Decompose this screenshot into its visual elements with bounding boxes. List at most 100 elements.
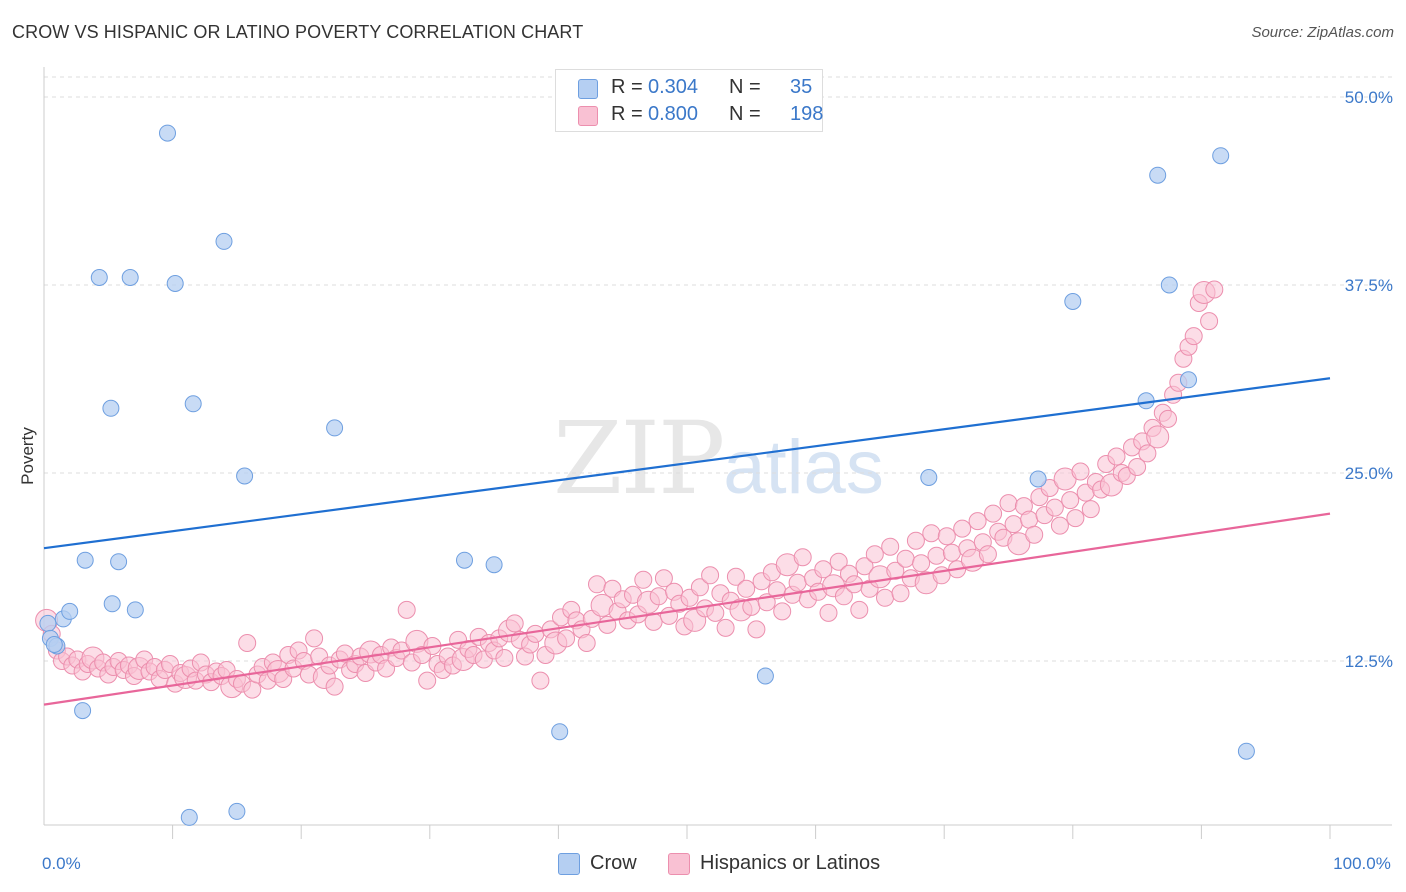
hispanic-point bbox=[526, 624, 545, 643]
hispanic-point bbox=[1007, 532, 1031, 556]
crow-point bbox=[166, 275, 184, 292]
legend-n-value: 198 bbox=[790, 103, 824, 125]
hispanic-point bbox=[865, 545, 884, 564]
crow-point bbox=[485, 556, 503, 574]
crow-point bbox=[39, 614, 57, 632]
crow-point bbox=[61, 602, 79, 620]
hispanic-point bbox=[747, 620, 766, 639]
hispanic-point bbox=[834, 587, 853, 606]
hispanic-point bbox=[654, 569, 673, 588]
crow-point bbox=[121, 269, 139, 286]
legend-n-value: 35 bbox=[790, 76, 813, 98]
hispanic-point bbox=[1200, 312, 1219, 331]
hispanic-point bbox=[855, 557, 874, 576]
legend-r-value: 0.304 bbox=[648, 76, 699, 98]
crow-point bbox=[236, 467, 254, 485]
hispanic-point bbox=[531, 671, 550, 690]
hispanic-point bbox=[243, 680, 262, 699]
crow-point bbox=[326, 419, 344, 437]
hispanic-point bbox=[1050, 516, 1069, 535]
crow-point bbox=[1180, 371, 1197, 389]
series-label-crow: Crow bbox=[590, 852, 637, 874]
hispanic-point bbox=[1205, 280, 1224, 299]
crow-point bbox=[756, 667, 774, 685]
y-tick-label: 50.0% bbox=[1345, 88, 1393, 107]
hispanic-point bbox=[1107, 447, 1126, 466]
axes bbox=[43, 67, 1392, 839]
legend-r-value: 0.800 bbox=[648, 103, 699, 125]
hispanic-trend-line bbox=[43, 512, 1331, 706]
hispanic-point bbox=[814, 560, 833, 579]
crow-point bbox=[215, 232, 233, 250]
hispanic-point bbox=[1045, 498, 1064, 517]
hispanic-point bbox=[896, 549, 915, 568]
watermark: ZIPatlas bbox=[553, 400, 884, 517]
hispanic-point bbox=[912, 554, 931, 573]
crow-point bbox=[126, 601, 144, 619]
crow-point bbox=[184, 395, 202, 413]
y-tick-label: 12.5% bbox=[1345, 652, 1393, 671]
hispanic-point bbox=[1184, 327, 1203, 346]
hispanic-point bbox=[634, 570, 653, 589]
hispanic-point bbox=[793, 548, 812, 567]
hispanic-point bbox=[495, 649, 514, 667]
crow-point bbox=[1064, 293, 1082, 310]
trend-layer bbox=[43, 377, 1331, 706]
crow-point bbox=[90, 269, 108, 286]
points-layer bbox=[35, 124, 1255, 826]
hispanic-point bbox=[701, 566, 720, 585]
crow-trend-line bbox=[43, 377, 1331, 550]
hispanic-point bbox=[886, 561, 905, 580]
hispanic-point bbox=[1128, 458, 1147, 476]
hispanic-point bbox=[819, 603, 838, 622]
series-swatch-crow bbox=[558, 853, 580, 875]
crow-point bbox=[1029, 470, 1047, 488]
hispanic-point bbox=[1066, 509, 1085, 528]
crow-point bbox=[1149, 166, 1167, 184]
y-axis-label-group: Poverty bbox=[18, 427, 37, 485]
legend-n-label: N = bbox=[729, 76, 761, 98]
hispanic-point bbox=[984, 504, 1003, 523]
hispanic-point bbox=[906, 531, 925, 550]
y-axis-label: Poverty bbox=[18, 427, 37, 485]
hispanic-point bbox=[937, 527, 956, 546]
hispanic-point bbox=[588, 575, 606, 594]
series-swatch-hispanic bbox=[668, 853, 690, 875]
hispanic-point bbox=[649, 587, 668, 606]
hispanic-point bbox=[1071, 462, 1090, 481]
x-tick-label: 0.0% bbox=[42, 854, 81, 873]
hispanic-point bbox=[876, 588, 894, 607]
source-label: Source: ZipAtlas.com bbox=[1251, 24, 1394, 41]
hispanic-point bbox=[1020, 510, 1039, 529]
legend-r-label: R = bbox=[611, 76, 643, 98]
crow-point bbox=[159, 124, 176, 142]
hispanic-point bbox=[726, 567, 745, 586]
hispanic-point bbox=[788, 573, 807, 592]
hispanic-point bbox=[716, 618, 735, 637]
crow-point bbox=[103, 595, 121, 613]
hispanic-point bbox=[238, 634, 257, 652]
legend-swatch-crow bbox=[578, 79, 598, 99]
hispanic-point bbox=[505, 614, 524, 633]
hispanic-point bbox=[953, 519, 972, 538]
hispanic-point bbox=[737, 579, 756, 598]
hispanic-point bbox=[325, 677, 344, 696]
hispanic-point bbox=[942, 543, 961, 562]
watermark-atlas: atlas bbox=[723, 425, 884, 510]
crow-point bbox=[228, 802, 246, 820]
crow-point bbox=[45, 636, 63, 653]
crow-point bbox=[1160, 276, 1178, 294]
hispanic-point bbox=[850, 600, 869, 619]
crow-point bbox=[74, 702, 92, 720]
hispanic-point bbox=[1004, 515, 1023, 534]
tick-labels: 12.5% 25.0% 37.5% 50.0% 0.0% 100.0% bbox=[42, 88, 1393, 873]
crow-point bbox=[102, 399, 120, 417]
hispanic-point bbox=[557, 629, 576, 648]
hispanic-point bbox=[706, 603, 725, 622]
hispanic-point bbox=[881, 537, 900, 556]
hispanic-point bbox=[1146, 425, 1170, 449]
hispanic-point bbox=[418, 671, 437, 690]
hispanic-point bbox=[829, 552, 848, 571]
hispanic-point bbox=[577, 634, 596, 652]
hispanic-point bbox=[922, 524, 941, 543]
